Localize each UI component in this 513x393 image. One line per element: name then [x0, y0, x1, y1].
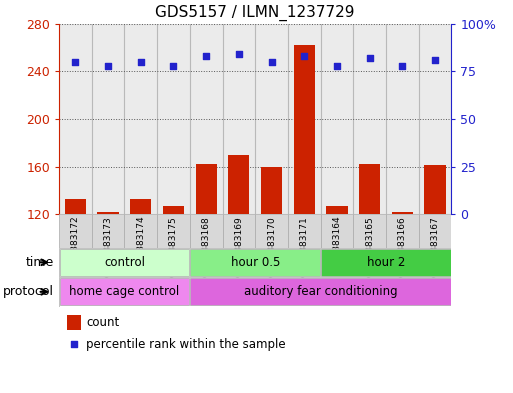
Bar	[59, 24, 92, 214]
Bar	[124, 24, 157, 214]
Bar	[60, 249, 189, 276]
Text: count: count	[87, 316, 120, 329]
Bar	[157, 214, 190, 248]
Point	[333, 62, 341, 69]
Point	[267, 59, 275, 65]
Point	[235, 51, 243, 57]
Point	[366, 55, 374, 61]
Bar	[261, 167, 282, 214]
Point	[69, 341, 77, 347]
Bar	[424, 165, 446, 214]
Bar	[392, 212, 413, 214]
Bar	[321, 24, 353, 214]
Bar	[190, 278, 451, 305]
Bar	[223, 24, 255, 214]
Bar	[359, 164, 380, 214]
Bar	[321, 249, 451, 276]
Text: GSM1383172: GSM1383172	[71, 216, 80, 277]
Bar	[190, 214, 223, 248]
Bar	[419, 214, 451, 248]
Bar	[60, 278, 189, 305]
Bar	[59, 214, 92, 248]
Bar	[97, 212, 119, 214]
Text: hour 2: hour 2	[367, 256, 405, 269]
Text: hour 0.5: hour 0.5	[230, 256, 280, 269]
Point	[136, 59, 145, 65]
Text: auditory fear conditioning: auditory fear conditioning	[244, 285, 398, 298]
Point	[300, 53, 308, 59]
Bar	[386, 214, 419, 248]
Bar	[92, 214, 125, 248]
Text: GSM1383170: GSM1383170	[267, 216, 276, 277]
Bar	[293, 45, 315, 214]
Bar	[386, 24, 419, 214]
Bar	[124, 214, 157, 248]
Bar	[353, 214, 386, 248]
Bar	[163, 206, 184, 214]
Text: GSM1383167: GSM1383167	[430, 216, 440, 277]
Text: GSM1383173: GSM1383173	[104, 216, 112, 277]
Bar	[195, 164, 217, 214]
Bar	[321, 214, 353, 248]
Text: GSM1383165: GSM1383165	[365, 216, 374, 277]
Bar	[190, 249, 320, 276]
Bar	[65, 199, 86, 214]
Text: GSM1383164: GSM1383164	[332, 216, 342, 277]
Point	[398, 62, 406, 69]
Text: percentile rank within the sample: percentile rank within the sample	[87, 338, 286, 351]
Bar	[419, 24, 451, 214]
Text: control: control	[104, 256, 145, 269]
Bar	[130, 199, 151, 214]
Point	[431, 57, 439, 63]
Bar	[326, 206, 348, 214]
Bar	[92, 24, 124, 214]
Bar	[157, 24, 190, 214]
Bar	[228, 154, 249, 214]
Title: GDS5157 / ILMN_1237729: GDS5157 / ILMN_1237729	[155, 5, 355, 21]
Bar	[67, 315, 81, 330]
Bar	[190, 24, 223, 214]
Bar	[255, 24, 288, 214]
Bar	[223, 214, 255, 248]
Text: GSM1383175: GSM1383175	[169, 216, 178, 277]
Text: GSM1383169: GSM1383169	[234, 216, 243, 277]
Text: home cage control: home cage control	[69, 285, 180, 298]
Point	[104, 62, 112, 69]
Bar	[255, 214, 288, 248]
Point	[71, 59, 80, 65]
Bar	[288, 24, 321, 214]
Text: GSM1383166: GSM1383166	[398, 216, 407, 277]
Point	[169, 62, 177, 69]
Text: GSM1383174: GSM1383174	[136, 216, 145, 277]
Text: time: time	[26, 256, 54, 269]
Bar	[353, 24, 386, 214]
Bar	[288, 214, 321, 248]
Point	[202, 53, 210, 59]
Text: GSM1383168: GSM1383168	[202, 216, 211, 277]
Text: GSM1383171: GSM1383171	[300, 216, 309, 277]
Text: protocol: protocol	[3, 285, 54, 298]
